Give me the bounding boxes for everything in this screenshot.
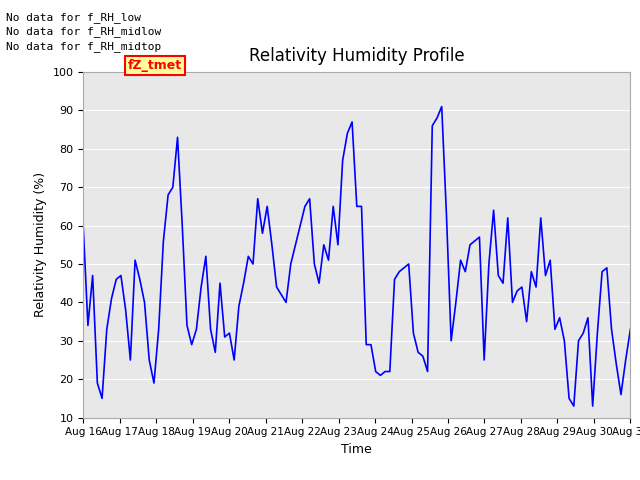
Text: No data for f_RH_midtop: No data for f_RH_midtop (6, 41, 162, 52)
Text: No data for f_RH_low: No data for f_RH_low (6, 12, 141, 23)
Y-axis label: Relativity Humidity (%): Relativity Humidity (%) (34, 172, 47, 317)
X-axis label: Time: Time (341, 443, 372, 456)
Text: No data for f_RH_midlow: No data for f_RH_midlow (6, 26, 162, 37)
Text: fZ_tmet: fZ_tmet (128, 59, 182, 72)
Title: Relativity Humidity Profile: Relativity Humidity Profile (249, 47, 465, 65)
